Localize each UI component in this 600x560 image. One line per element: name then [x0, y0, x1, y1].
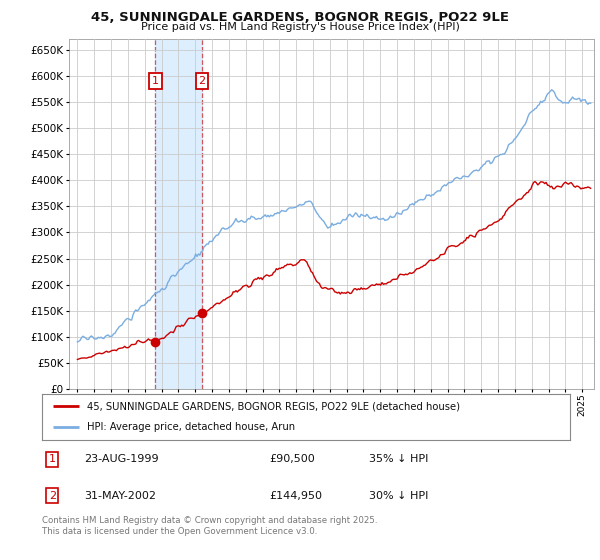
Text: 1: 1: [152, 76, 159, 86]
Text: Contains HM Land Registry data © Crown copyright and database right 2025.
This d: Contains HM Land Registry data © Crown c…: [42, 516, 377, 536]
Text: 30% ↓ HPI: 30% ↓ HPI: [370, 491, 429, 501]
Text: 45, SUNNINGDALE GARDENS, BOGNOR REGIS, PO22 9LE (detached house): 45, SUNNINGDALE GARDENS, BOGNOR REGIS, P…: [87, 401, 460, 411]
Text: 2: 2: [49, 491, 56, 501]
Text: HPI: Average price, detached house, Arun: HPI: Average price, detached house, Arun: [87, 422, 295, 432]
Text: 23-AUG-1999: 23-AUG-1999: [84, 454, 159, 464]
Text: Price paid vs. HM Land Registry's House Price Index (HPI): Price paid vs. HM Land Registry's House …: [140, 22, 460, 32]
Text: 2: 2: [199, 76, 206, 86]
Text: £144,950: £144,950: [269, 491, 322, 501]
Text: 45, SUNNINGDALE GARDENS, BOGNOR REGIS, PO22 9LE: 45, SUNNINGDALE GARDENS, BOGNOR REGIS, P…: [91, 11, 509, 24]
Text: 1: 1: [49, 454, 56, 464]
Bar: [155, 39, 202, 389]
Text: 35% ↓ HPI: 35% ↓ HPI: [370, 454, 429, 464]
Text: £90,500: £90,500: [269, 454, 315, 464]
Text: 31-MAY-2002: 31-MAY-2002: [84, 491, 156, 501]
